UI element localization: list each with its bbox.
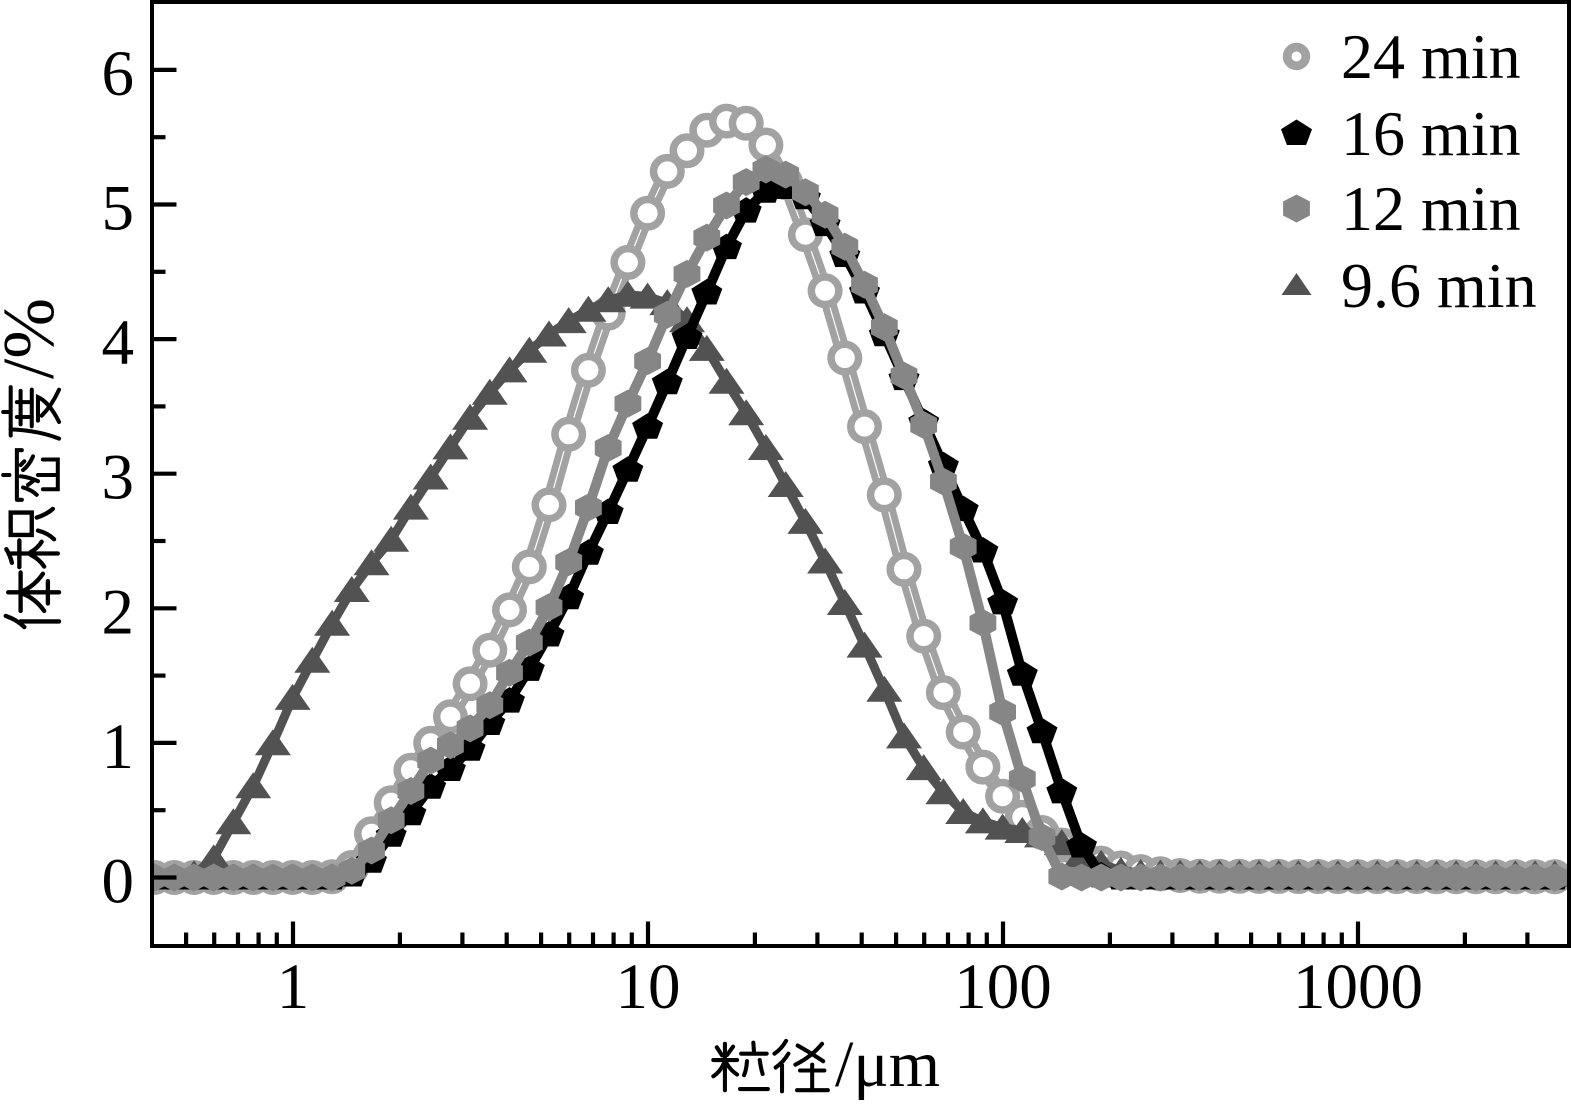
svg-text:0: 0 <box>102 846 135 918</box>
svg-text:4: 4 <box>102 307 135 379</box>
svg-text:12 min: 12 min <box>1341 173 1521 244</box>
svg-text:2: 2 <box>102 576 135 648</box>
svg-text:3: 3 <box>102 442 135 514</box>
svg-text:1: 1 <box>277 951 310 1023</box>
svg-text:24 min: 24 min <box>1341 21 1521 92</box>
svg-text:10: 10 <box>616 951 681 1023</box>
svg-text:100: 100 <box>954 951 1052 1023</box>
svg-text:9.6 min: 9.6 min <box>1341 250 1537 321</box>
svg-text:6: 6 <box>102 38 135 110</box>
svg-text:1000: 1000 <box>1293 951 1423 1023</box>
svg-text:16 min: 16 min <box>1341 98 1521 169</box>
svg-text:1: 1 <box>102 711 135 783</box>
svg-text:5: 5 <box>102 173 135 245</box>
svg-text:/μm: /μm <box>835 1028 940 1101</box>
svg-text:/%: /% <box>0 298 69 379</box>
